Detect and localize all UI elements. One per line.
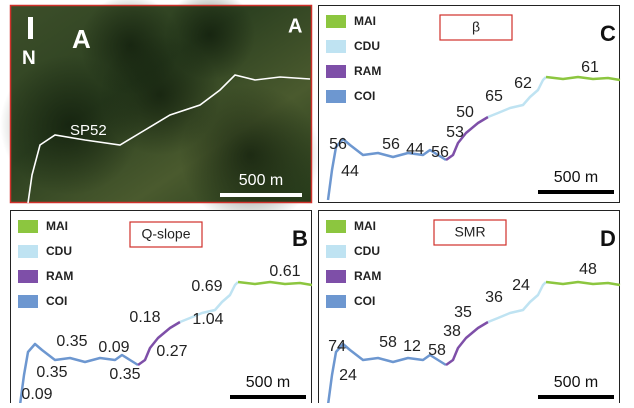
legend-label: MAI xyxy=(46,219,68,233)
segment-value: 0.18 xyxy=(129,309,160,326)
terrain-shade xyxy=(180,85,320,225)
segment-value: 0.35 xyxy=(36,364,67,381)
legend-swatch xyxy=(326,40,346,53)
legend-swatch xyxy=(326,270,346,283)
legend-label: COI xyxy=(354,89,375,103)
segment-value: 56 xyxy=(431,144,449,161)
legend-swatch xyxy=(18,220,38,233)
segment-value: 44 xyxy=(341,163,359,180)
legend-label: CDU xyxy=(354,244,380,258)
legend-label: COI xyxy=(46,294,67,308)
segment-value: 62 xyxy=(514,75,532,92)
legend-label: MAI xyxy=(354,14,376,28)
scale-label: 500 m xyxy=(554,374,598,391)
scale-label: 500 m xyxy=(554,169,598,186)
segment-value: 24 xyxy=(512,277,530,294)
legend-swatch xyxy=(326,245,346,258)
figure: SP52 N A A 500 m MAI CDU RAM COI β C 56 44 56 44 56 53 50… xyxy=(0,0,634,403)
scale-label: 500 m xyxy=(246,374,290,391)
scale-label: 500 m xyxy=(239,172,283,189)
segment-value: 0.35 xyxy=(56,333,87,350)
parameter-title: Q-slope xyxy=(141,226,190,242)
legend-swatch xyxy=(18,245,38,258)
segment-value: 53 xyxy=(446,124,464,141)
legend-label: CDU xyxy=(354,39,380,53)
road-label: SP52 xyxy=(70,122,107,139)
north-label: N xyxy=(22,48,36,69)
north-arrow xyxy=(28,17,33,39)
parameter-title: β xyxy=(472,19,480,35)
legend-label: MAI xyxy=(354,219,376,233)
panel-letter: B xyxy=(292,226,308,251)
legend-label: RAM xyxy=(354,64,381,78)
segment-value: 56 xyxy=(382,136,400,153)
segment-value: 58 xyxy=(379,334,397,351)
panel-letter: C xyxy=(600,21,616,46)
segment-value: 48 xyxy=(579,261,597,278)
segment-value: 35 xyxy=(454,304,472,321)
segment-value: 0.35 xyxy=(109,366,140,383)
panel: MAI CDU RAM COI SMR D 74 24 58 12 58 38 35 36 24 48 500 … xyxy=(319,211,621,404)
legend-swatch xyxy=(326,295,346,308)
segment-value: 56 xyxy=(329,136,347,153)
legend-label: CDU xyxy=(46,244,72,258)
panel: SP52 N A A 500 m xyxy=(0,0,320,225)
legend-swatch xyxy=(326,15,346,28)
legend-swatch xyxy=(18,295,38,308)
segment-value: 65 xyxy=(485,88,503,105)
legend-swatch xyxy=(326,65,346,78)
segment-value: 12 xyxy=(403,338,421,355)
segment-value: 24 xyxy=(339,367,357,384)
segment-value: 74 xyxy=(328,338,346,355)
segment-value: 44 xyxy=(406,141,424,158)
parameter-title: SMR xyxy=(454,224,485,240)
segment-value: 36 xyxy=(485,289,503,306)
corner-letter: A xyxy=(288,15,302,37)
panel: MAI CDU RAM COI β C 56 44 56 44 56 53 50 65 62 61 500 m xyxy=(319,6,621,203)
segment-value: 0.09 xyxy=(21,386,52,403)
legend-label: COI xyxy=(354,294,375,308)
segment-value: 0.27 xyxy=(156,343,187,360)
legend-label: RAM xyxy=(354,269,381,283)
segment-value: 0.69 xyxy=(191,278,222,295)
segment-value: 0.09 xyxy=(98,339,129,356)
segment-value: 0.61 xyxy=(269,263,300,280)
segment-value: 1.04 xyxy=(192,311,223,328)
segment-value: 61 xyxy=(581,59,599,76)
legend-label: RAM xyxy=(46,269,73,283)
legend-swatch xyxy=(18,270,38,283)
segment-value: 38 xyxy=(443,323,461,340)
legend-swatch xyxy=(326,90,346,103)
segment-value: 58 xyxy=(428,342,446,359)
panel: MAI CDU RAM COI Q-slope B 0.35 0.35 0.09 0.09 0.35… xyxy=(11,211,313,404)
panel-letter: D xyxy=(600,226,616,251)
panel-letter: A xyxy=(72,24,91,54)
legend-swatch xyxy=(326,220,346,233)
segment-value: 50 xyxy=(456,104,474,121)
